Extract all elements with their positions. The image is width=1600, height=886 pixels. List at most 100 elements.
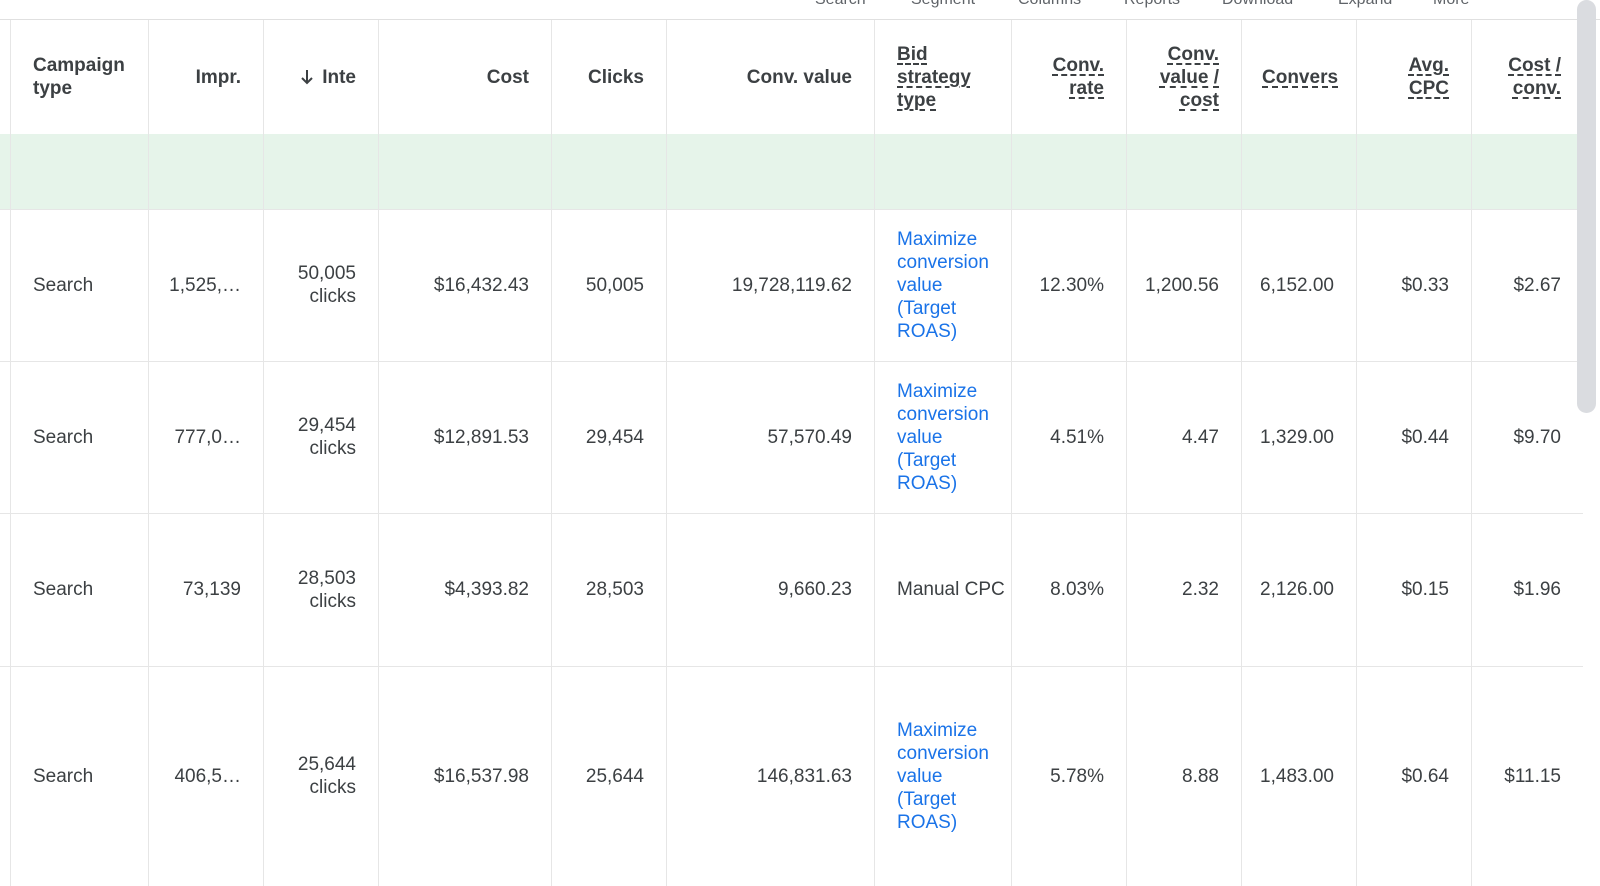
cell-clicks: 50,005 — [552, 209, 667, 361]
cell — [1127, 134, 1242, 209]
cell — [264, 134, 379, 209]
cell-bid-strategy: Maximize conversion value (Target ROAS) — [875, 666, 1012, 886]
cell — [1472, 134, 1583, 209]
interactions-value: 29,454 — [297, 415, 356, 436]
header-cost-conv-label: Cost / conv. — [1508, 55, 1561, 99]
cell — [667, 134, 875, 209]
cell — [149, 134, 264, 209]
table-summary-row — [0, 134, 1583, 210]
cell-conv-rate: 8.03% — [1012, 513, 1127, 666]
cell-conversions: 1,483.00 — [1242, 666, 1357, 886]
cell-cost: $12,891.53 — [379, 361, 552, 513]
header-clicks[interactable]: Clicks — [552, 20, 667, 134]
table-row[interactable]: Search 1,525,… 50,005 clicks $16,432.43 5… — [0, 209, 1583, 362]
cell-conv-value: 9,660.23 — [667, 513, 875, 666]
interactions-value: 28,503 — [297, 567, 356, 589]
table-row[interactable]: Search 777,0… 29,454 clicks $12,891.53 29… — [0, 361, 1583, 514]
table-toolbar: Search Segment Columns Reports Download … — [0, 0, 1600, 20]
table-row[interactable]: Search 73,139 28,503 clicks $4,393.82 28,… — [0, 513, 1583, 667]
vertical-scrollbar[interactable] — [1577, 0, 1596, 413]
cell — [379, 134, 552, 209]
header-interactions-label: Inte — [322, 66, 356, 88]
header-clicks-label: Clicks — [588, 66, 644, 88]
toolbar-download[interactable]: Download — [1222, 0, 1293, 10]
cell-clicks: 29,454 — [552, 361, 667, 513]
header-campaign-type[interactable]: Campaign type — [11, 20, 149, 134]
cell — [552, 134, 667, 209]
header-conv-value[interactable]: Conv. value — [667, 20, 875, 134]
table-header-row: Campaign type Impr. Inte Cost Clicks Con… — [0, 20, 1583, 136]
header-conv-value-label: Conv. value — [746, 66, 852, 88]
header-interactions[interactable]: Inte — [264, 20, 379, 134]
cell — [0, 666, 11, 886]
cell-impr: 777,0… — [149, 361, 264, 513]
header-cost[interactable]: Cost — [379, 20, 552, 134]
cell-campaign-type: Search — [11, 666, 149, 886]
interactions-value: 25,644 — [297, 754, 356, 775]
cell — [0, 209, 11, 361]
cell-cost: $16,432.43 — [379, 209, 552, 361]
interactions-value: 50,005 — [297, 263, 356, 284]
cell-impr: 73,139 — [149, 513, 264, 666]
cell-cost: $16,537.98 — [379, 666, 552, 886]
cell-campaign-type: Search — [11, 209, 149, 361]
header-conv-value-cost[interactable]: Conv. value / cost — [1127, 20, 1242, 134]
interactions-unit: clicks — [309, 777, 356, 798]
header-conversions[interactable]: Convers — [1242, 20, 1357, 134]
header-impr[interactable]: Impr. — [149, 20, 264, 134]
toolbar-search[interactable]: Search — [815, 0, 866, 10]
cell-cost-conv: $2.67 — [1513, 274, 1561, 296]
header-conversions-label: Convers — [1262, 66, 1339, 88]
header-cost-conv[interactable]: Cost / conv. — [1472, 20, 1583, 134]
toolbar-reports[interactable]: Reports — [1124, 0, 1180, 10]
cell-conv-value-cost: 1,200.56 — [1127, 209, 1242, 361]
cell — [0, 134, 11, 209]
cell-clicks: 25,644 — [552, 666, 667, 886]
cell-cost-conv: $9.70 — [1513, 426, 1561, 448]
toolbar-more[interactable]: More — [1433, 0, 1469, 10]
cell-bid-strategy: Maximize conversion value (Target ROAS) — [875, 361, 1012, 513]
header-avg-cpc[interactable]: Avg. CPC — [1357, 20, 1472, 134]
header-bid-strategy-type-label: Bid strategy type — [897, 43, 971, 111]
cell — [1357, 134, 1472, 209]
interactions-unit: clicks — [309, 590, 356, 612]
toolbar-expand[interactable]: Expand — [1338, 0, 1392, 10]
cell-conv-value: 19,728,119.62 — [667, 209, 875, 361]
bid-strategy-link[interactable]: Maximize conversion value (Target ROAS) — [897, 719, 989, 833]
cell-interactions: 50,005 clicks — [264, 209, 379, 361]
cell-conv-value-cost: 8.88 — [1127, 666, 1242, 886]
cell-avg-cpc: $0.64 — [1357, 666, 1472, 886]
cell-impr: 406,5… — [149, 666, 264, 886]
header-conv-value-cost-label: Conv. value / cost — [1159, 43, 1219, 111]
cell-interactions: 29,454 clicks — [264, 361, 379, 513]
header-conv-rate-label: Conv. rate — [1052, 55, 1104, 99]
toolbar-columns[interactable]: Columns — [1018, 0, 1081, 10]
cell — [1242, 134, 1357, 209]
cell — [0, 513, 11, 666]
cell-campaign-type: Search — [11, 513, 149, 666]
sort-descending-icon — [301, 70, 313, 85]
cell — [0, 361, 11, 513]
header-impr-label: Impr. — [195, 66, 241, 88]
cell — [1012, 134, 1127, 209]
header-bid-strategy-type[interactable]: Bid strategy type — [875, 20, 1012, 134]
cell-conv-rate: 4.51% — [1012, 361, 1127, 513]
cell-interactions: 28,503 clicks — [264, 513, 379, 666]
cell-cost-conv: $1.96 — [1513, 579, 1561, 600]
cell — [875, 134, 1012, 209]
table-row[interactable]: Search 406,5… 25,644 clicks $16,537.98 25… — [0, 666, 1583, 886]
bid-strategy-text: Manual CPC — [897, 579, 1005, 600]
cell-interactions: 25,644 clicks — [264, 666, 379, 886]
header-cost-label: Cost — [486, 66, 529, 88]
cell-conv-value-cost: 4.47 — [1127, 361, 1242, 513]
cell-bid-strategy: Manual CPC — [875, 513, 1012, 666]
header-conv-rate[interactable]: Conv. rate — [1012, 20, 1127, 134]
cell — [11, 134, 149, 209]
bid-strategy-link[interactable]: Maximize conversion value (Target ROAS) — [897, 380, 989, 494]
interactions-unit: clicks — [309, 438, 356, 459]
cell-impr: 1,525,… — [149, 209, 264, 361]
bid-strategy-link[interactable]: Maximize conversion value (Target ROAS) — [897, 228, 989, 342]
cell-conversions: 2,126.00 — [1242, 513, 1357, 666]
toolbar-segment[interactable]: Segment — [911, 0, 975, 10]
cell-avg-cpc: $0.33 — [1357, 209, 1472, 361]
